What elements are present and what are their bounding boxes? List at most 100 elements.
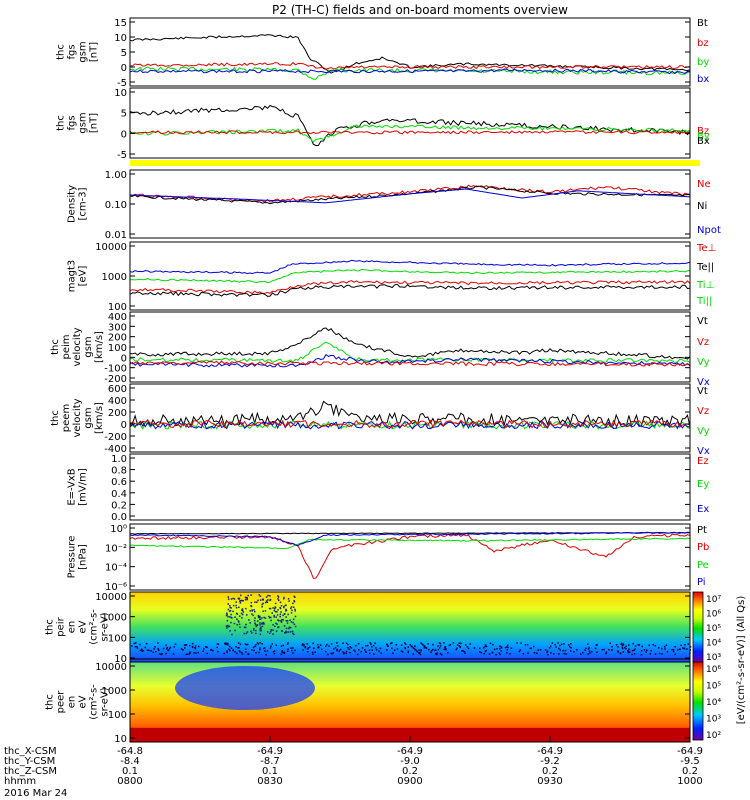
spectrogram-pixel	[158, 649, 160, 651]
trace-Npot	[129, 188, 691, 204]
y-axis-label: velocity	[72, 327, 83, 366]
spectrogram-pixel	[473, 647, 476, 649]
spectrogram-pixel	[307, 647, 310, 649]
y-tick-label: -100	[104, 364, 127, 375]
spectrogram-pixel	[188, 653, 190, 655]
trace-Bz	[129, 130, 691, 135]
spectrogram-pixel	[184, 644, 187, 647]
spectrogram-low-flux-region	[175, 666, 315, 710]
spectrogram-pixel	[504, 646, 507, 649]
spectrogram-pixel	[491, 651, 494, 654]
spectrogram-pixel	[345, 652, 347, 654]
x-axis-date: 2016 Mar 24	[4, 788, 67, 799]
y-axis-label: [eV]	[78, 266, 89, 287]
spectrogram-pixel	[255, 651, 257, 654]
spectrogram-pixel	[537, 649, 540, 651]
spectrogram-pixel	[230, 647, 233, 649]
spectrogram-pixel	[687, 643, 689, 645]
spectrogram-pixel	[227, 625, 229, 628]
spectrogram-pixel	[674, 653, 676, 656]
spectrogram-pixel	[591, 651, 593, 653]
spectrogram-pixel	[285, 604, 287, 607]
spectrogram-pixel	[278, 599, 280, 602]
spectrogram-pixel	[287, 642, 289, 644]
spectrogram-pixel	[418, 649, 420, 651]
colorbar-tick-top: 10⁷	[706, 595, 721, 605]
trace-Pb	[129, 533, 691, 579]
spectrogram-pixel	[254, 645, 256, 648]
spectrogram-pixel	[227, 615, 229, 618]
spectrogram-pixel	[420, 649, 422, 651]
spectrogram-pixel	[488, 653, 491, 655]
spectrogram-pixel	[443, 648, 445, 651]
x-row-value: 0800	[117, 776, 142, 787]
spectrogram-pixel	[326, 643, 328, 646]
spectrogram-pixel	[250, 594, 252, 596]
spectrogram-pixel	[252, 614, 254, 617]
spectrogram-pixel	[587, 648, 590, 650]
spectrogram-pixel	[424, 645, 426, 648]
legend-Pi: Pi	[697, 577, 706, 588]
spectrogram-pixel	[272, 624, 274, 626]
y-tick-label: 0	[121, 420, 127, 431]
y-axis-label: peer	[56, 690, 67, 714]
spectrogram-pixel	[689, 646, 692, 648]
y-tick-label: 0	[121, 63, 127, 74]
spectrogram-pixel	[243, 626, 246, 629]
spectrogram-pixel	[338, 650, 340, 653]
y-tick-label: 1000	[102, 686, 127, 697]
legend-By: By	[697, 131, 710, 142]
spectrogram-pixel	[348, 648, 350, 651]
x-row-value: -64.9	[537, 746, 563, 757]
spectrogram-pixel	[259, 647, 261, 649]
spectrogram-pixel	[530, 647, 532, 649]
x-row-value: 0.1	[262, 766, 278, 777]
spectrogram-pixel	[500, 650, 502, 652]
spectrogram-pixel	[255, 632, 257, 635]
y-axis-label: sr-eV)	[100, 612, 111, 641]
spectrogram-pixel	[563, 643, 565, 645]
spectrogram-pixel	[239, 602, 242, 604]
spectrogram-pixel	[245, 632, 248, 635]
panel-fgs-gsm: 15 10 5 0 -5 thc fgs gsm [nT] Bt bz by bx	[56, 17, 709, 89]
spectrogram-pixel	[480, 651, 483, 654]
spectrogram-pixel	[288, 600, 290, 602]
spectrogram-pixel	[282, 614, 284, 617]
spectrogram-pixel	[257, 616, 260, 618]
spectrogram-pixel	[241, 609, 244, 612]
spectrogram-pixel	[435, 653, 437, 655]
y-tick-label: 10⁻²	[105, 543, 127, 554]
spectrogram-pixel	[235, 601, 237, 603]
spectrogram-pixel	[617, 650, 619, 652]
spectrogram-pixel	[238, 597, 241, 600]
spectrogram-pixel	[459, 646, 461, 648]
spectrogram-pixel	[279, 601, 282, 604]
spectrogram-pixel	[570, 643, 572, 645]
spectrogram-pixel	[242, 600, 244, 602]
spectrogram-pixel	[666, 650, 669, 653]
spectrogram-pixel	[357, 642, 360, 645]
spectrogram-pixel	[280, 605, 283, 607]
spectrogram-pixel	[625, 645, 627, 647]
y-tick-label: 400	[108, 396, 127, 407]
spectrogram-pixel	[261, 603, 263, 606]
legend-by: by	[697, 57, 709, 68]
spectrogram-pixel	[328, 645, 330, 647]
spectrogram-pixel	[499, 648, 501, 650]
spectrogram-pixel	[439, 645, 442, 647]
panel-frame	[129, 311, 691, 383]
spectrogram-pixel	[167, 649, 169, 652]
spectrogram-pixel	[444, 646, 446, 649]
spectrogram-pixel	[141, 650, 143, 652]
spectrogram-pixel	[259, 618, 261, 620]
spectrogram-pixel	[664, 648, 666, 650]
spectrogram-pixel	[279, 606, 281, 609]
spectrogram-pixel	[325, 650, 327, 653]
spectrogram-pixel	[445, 647, 447, 650]
spectrogram-pixel	[282, 644, 285, 647]
y-axis-label: eV	[78, 620, 89, 633]
spectrogram-pixel	[237, 597, 240, 600]
trace-Pe	[129, 537, 691, 550]
spectrogram-pixel	[554, 644, 556, 646]
spectrogram-pixel	[603, 648, 605, 651]
